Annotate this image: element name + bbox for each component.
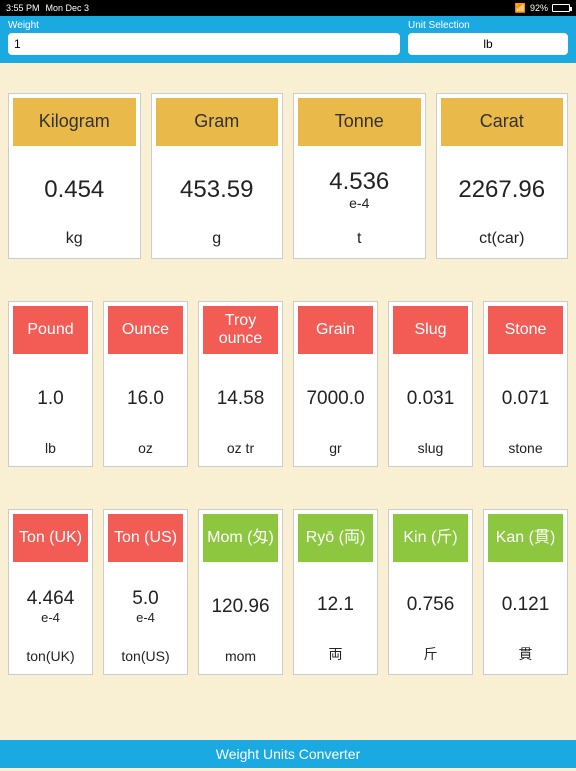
unit-card[interactable]: Grain7000.0gr (293, 301, 378, 467)
card-unit: lb (9, 440, 92, 466)
card-title: Pound (13, 306, 88, 354)
card-row: Ton (UK)4.464e-4ton(UK)Ton (US)5.0e-4ton… (8, 509, 568, 675)
card-title: Mom (匁) (203, 514, 278, 562)
card-value: 4.536e-4 (294, 150, 425, 230)
card-value: 7000.0 (294, 358, 377, 440)
card-unit: gr (294, 440, 377, 466)
card-title: Slug (393, 306, 468, 354)
card-title: Ton (US) (108, 514, 183, 562)
card-value: 120.96 (199, 566, 282, 648)
battery-pct: 92% (530, 3, 548, 13)
card-value: 0.121 (484, 566, 567, 644)
card-unit: oz (104, 440, 187, 466)
unit-card[interactable]: Troy ounce14.58oz tr (198, 301, 283, 467)
card-unit: ton(UK) (9, 648, 92, 674)
unit-card[interactable]: Kilogram0.454kg (8, 93, 141, 259)
card-title: Kan (貫) (488, 514, 563, 562)
unit-select[interactable]: lb (408, 33, 568, 55)
card-value: 0.756 (389, 566, 472, 644)
card-value: 5.0e-4 (104, 566, 187, 648)
unit-card[interactable]: Ton (US)5.0e-4ton(US) (103, 509, 188, 675)
card-title: Gram (156, 98, 279, 146)
card-value: 12.1 (294, 566, 377, 644)
card-title: Grain (298, 306, 373, 354)
unit-card[interactable]: Gram453.59g (151, 93, 284, 259)
card-title: Carat (441, 98, 564, 146)
card-value: 0.031 (389, 358, 472, 440)
card-unit: mom (199, 648, 282, 674)
card-title: Ounce (108, 306, 183, 354)
card-value: 0.071 (484, 358, 567, 440)
unit-card[interactable]: Slug0.031slug (388, 301, 473, 467)
card-unit: ton(US) (104, 648, 187, 674)
weight-label: Weight (8, 20, 400, 31)
weight-input[interactable] (8, 33, 400, 55)
wifi-icon: 📶 (515, 3, 526, 14)
status-time: 3:55 PM (6, 3, 40, 13)
unit-card[interactable]: Kin (斤)0.756斤 (388, 509, 473, 675)
card-value: 453.59 (152, 150, 283, 230)
status-date: Mon Dec 3 (46, 3, 90, 13)
card-unit: t (294, 230, 425, 258)
unit-card[interactable]: Ton (UK)4.464e-4ton(UK) (8, 509, 93, 675)
footer-title: Weight Units Converter (216, 746, 360, 762)
card-title: Kin (斤) (393, 514, 468, 562)
card-unit: stone (484, 440, 567, 466)
header: Weight Unit Selection lb (0, 16, 576, 63)
card-title: Ton (UK) (13, 514, 88, 562)
card-unit: g (152, 230, 283, 258)
unit-card[interactable]: Ounce16.0oz (103, 301, 188, 467)
content-area: Kilogram0.454kgGram453.59gTonne4.536e-4t… (0, 63, 576, 771)
unit-card[interactable]: Stone0.071stone (483, 301, 568, 467)
unit-card[interactable]: Mom (匁)120.96mom (198, 509, 283, 675)
card-unit: 貫 (484, 644, 567, 674)
card-row: Kilogram0.454kgGram453.59gTonne4.536e-4t… (8, 93, 568, 259)
unit-card[interactable]: Ryō (両)12.1両 (293, 509, 378, 675)
unit-card[interactable]: Tonne4.536e-4t (293, 93, 426, 259)
card-unit: oz tr (199, 440, 282, 466)
card-unit: kg (9, 230, 140, 258)
card-unit: slug (389, 440, 472, 466)
unit-card[interactable]: Kan (貫)0.121貫 (483, 509, 568, 675)
card-value: 2267.96 (437, 150, 568, 230)
unit-label: Unit Selection (408, 20, 568, 31)
card-unit: 斤 (389, 644, 472, 674)
card-title: Ryō (両) (298, 514, 373, 562)
card-title: Kilogram (13, 98, 136, 146)
card-title: Troy ounce (203, 306, 278, 354)
card-value: 0.454 (9, 150, 140, 230)
unit-card[interactable]: Carat2267.96ct(car) (436, 93, 569, 259)
footer: Weight Units Converter (0, 740, 576, 768)
card-title: Stone (488, 306, 563, 354)
battery-icon (552, 4, 570, 12)
card-unit: 両 (294, 644, 377, 674)
card-value: 4.464e-4 (9, 566, 92, 648)
unit-card[interactable]: Pound1.0lb (8, 301, 93, 467)
card-unit: ct(car) (437, 230, 568, 258)
card-value: 1.0 (9, 358, 92, 440)
unit-select-value: lb (483, 37, 492, 51)
card-value: 16.0 (104, 358, 187, 440)
status-bar: 3:55 PM Mon Dec 3 📶 92% (0, 0, 576, 16)
card-value: 14.58 (199, 358, 282, 440)
card-title: Tonne (298, 98, 421, 146)
card-row: Pound1.0lbOunce16.0ozTroy ounce14.58oz t… (8, 301, 568, 467)
